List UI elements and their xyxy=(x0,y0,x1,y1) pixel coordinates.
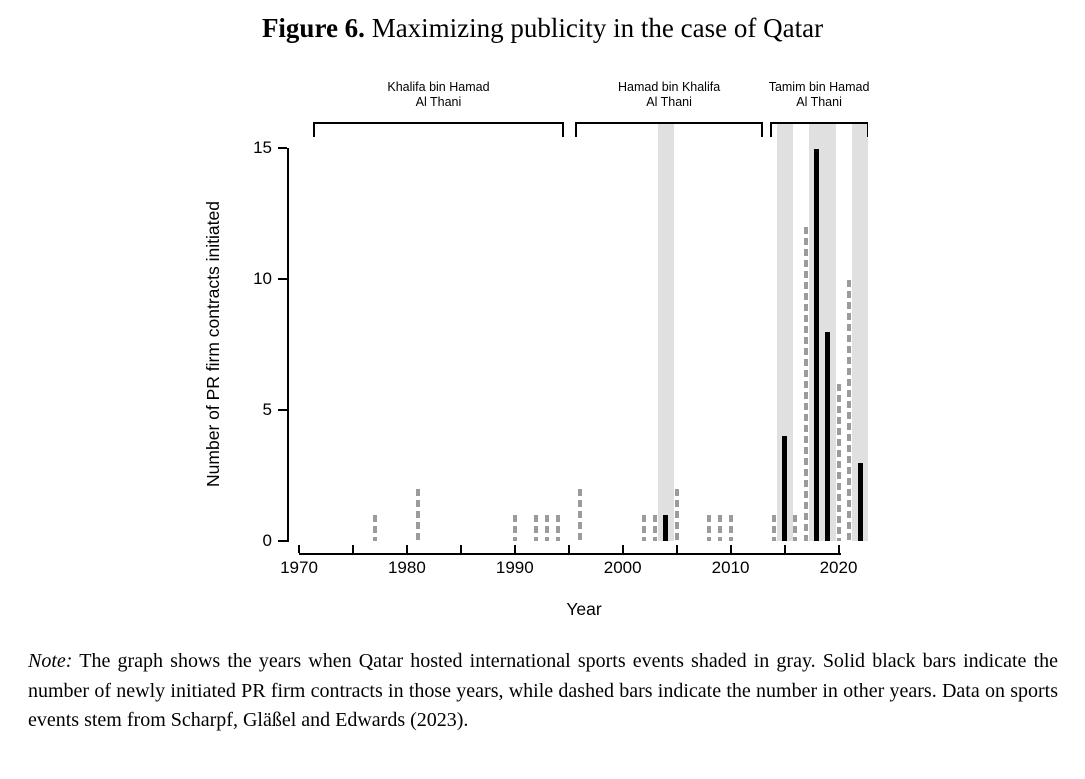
pr-contract-bar-dashed xyxy=(674,488,679,541)
y-axis-tick xyxy=(278,147,287,150)
x-axis-tick xyxy=(567,545,570,553)
figure-note: Note: The graph shows the years when Qat… xyxy=(28,647,1058,736)
pr-contract-bar-solid xyxy=(782,436,788,541)
ruler-bracket-end xyxy=(866,122,869,137)
pr-contract-bar-dashed xyxy=(512,514,517,541)
pr-contract-bar-dashed xyxy=(555,514,560,541)
x-axis-tick xyxy=(783,545,786,553)
pr-contract-bar-solid xyxy=(663,514,669,541)
ruler-bracket xyxy=(575,122,763,124)
y-axis-title: Number of PR firm contracts initiated xyxy=(203,201,223,487)
x-axis-tick xyxy=(621,545,624,553)
event-year-band xyxy=(776,122,793,541)
x-axis-tick-label: 2010 xyxy=(711,558,750,577)
x-axis-tick xyxy=(405,545,408,553)
pr-contract-bar-dashed xyxy=(534,514,539,541)
x-axis-tick-label: 1980 xyxy=(387,558,426,577)
y-axis-tick xyxy=(278,278,287,280)
pr-contract-bar-dashed xyxy=(804,227,809,541)
x-axis-tick xyxy=(513,545,516,553)
x-axis-tick xyxy=(837,545,840,553)
y-axis-line xyxy=(287,148,289,542)
pr-contract-bar-dashed xyxy=(577,488,582,541)
ruler-bracket-end xyxy=(769,122,772,137)
pr-contract-bar-dashed xyxy=(545,514,550,541)
ruler-bracket-end xyxy=(313,122,315,137)
x-axis-tick xyxy=(351,545,354,553)
y-axis-tick-label: 0 xyxy=(262,530,272,550)
x-axis-title: Year xyxy=(566,599,602,619)
pr-contract-bar-dashed xyxy=(372,514,377,541)
pr-contract-bar-dashed xyxy=(836,384,841,541)
x-axis-line xyxy=(299,553,841,555)
ruler-name-label: Tamim bin Hamad Al Thani xyxy=(768,80,870,109)
chart-area: Year Number of PR firm contracts initiat… xyxy=(203,80,870,619)
event-year-band xyxy=(657,122,674,541)
pr-contract-bar-dashed xyxy=(415,488,420,541)
pr-contract-bar-dashed xyxy=(707,514,712,541)
pr-contract-bar-dashed xyxy=(847,279,852,541)
y-axis-tick-label: 15 xyxy=(253,138,272,158)
x-axis-tick xyxy=(459,545,462,553)
pr-contract-bar-dashed xyxy=(793,514,798,541)
pr-contract-bar-solid xyxy=(825,331,831,541)
pr-contract-bar-dashed xyxy=(653,514,658,541)
y-axis-tick xyxy=(278,408,287,411)
pr-contract-bar-solid xyxy=(814,148,820,541)
pr-contract-bar-dashed xyxy=(717,514,722,541)
x-axis-tick xyxy=(298,545,300,553)
figure-title: Figure 6. Maximizing publicity in the ca… xyxy=(0,10,1085,46)
x-axis-tick-label: 1970 xyxy=(280,558,318,577)
ruler-bracket-end xyxy=(575,122,577,137)
pr-contract-bar-dashed xyxy=(642,514,647,541)
pr-contract-bar-solid xyxy=(857,462,863,541)
note-label: Note: xyxy=(28,650,73,672)
x-axis-tick xyxy=(729,545,732,553)
pr-contract-bar-dashed xyxy=(728,514,733,541)
event-year-band xyxy=(819,122,836,541)
x-axis-tick-label: 1990 xyxy=(495,558,534,577)
pr-contract-bar-dashed xyxy=(771,514,776,541)
figure-title-text: Maximizing publicity in the case of Qata… xyxy=(371,13,824,43)
x-axis-tick xyxy=(675,545,678,553)
y-axis-tick xyxy=(278,539,287,542)
ruler-bracket-end xyxy=(761,122,763,137)
x-axis-tick-label: 2020 xyxy=(819,558,858,577)
ruler-bracket-end xyxy=(562,122,564,137)
x-axis-tick-label: 2000 xyxy=(603,558,642,577)
figure-number: Figure 6. xyxy=(261,13,365,43)
ruler-name-label: Hamad bin Khalifa Al Thani xyxy=(618,80,721,109)
ruler-name-label: Khalifa bin Hamad Al Thani xyxy=(387,80,490,109)
event-year-band xyxy=(852,122,869,541)
y-axis-tick-label: 10 xyxy=(253,269,272,288)
ruler-bracket xyxy=(313,122,564,124)
note-text: The graph shows the years when Qatar hos… xyxy=(28,650,1059,731)
ruler-bracket xyxy=(769,122,869,124)
y-axis-tick-label: 5 xyxy=(262,399,272,419)
